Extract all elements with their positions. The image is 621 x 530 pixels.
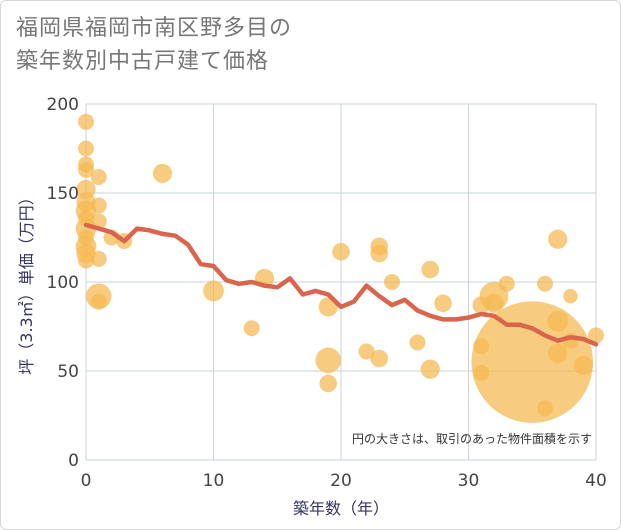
y-tick-label: 100 bbox=[47, 273, 79, 293]
data-bubble bbox=[563, 289, 578, 304]
data-bubble bbox=[548, 343, 568, 363]
data-bubble bbox=[243, 320, 260, 337]
bubble-size-note: 円の大きさは、取引のあった物件面積を示す bbox=[352, 431, 592, 446]
tick-labels: 0 50 100 150 200 0 10 20 30 40 bbox=[47, 95, 607, 491]
data-bubble bbox=[78, 140, 94, 157]
data-bubble bbox=[434, 294, 452, 313]
bubbles-layer bbox=[75, 113, 604, 423]
y-tick-label: 150 bbox=[47, 184, 79, 204]
data-bubble bbox=[384, 274, 400, 290]
y-tick-label: 50 bbox=[57, 362, 79, 382]
data-bubble bbox=[90, 197, 107, 214]
data-bubble bbox=[471, 301, 594, 423]
data-bubble bbox=[547, 310, 569, 332]
data-bubble bbox=[409, 334, 426, 351]
x-tick-label: 40 bbox=[585, 471, 607, 491]
data-bubble bbox=[90, 293, 107, 310]
data-bubble bbox=[588, 327, 604, 344]
data-bubble bbox=[319, 374, 338, 393]
data-bubble bbox=[370, 244, 389, 263]
data-bubble bbox=[90, 168, 107, 185]
data-bubble bbox=[573, 356, 593, 376]
data-bubble bbox=[548, 229, 568, 249]
x-tick-label: 0 bbox=[81, 471, 92, 491]
data-bubble bbox=[332, 242, 350, 261]
chart-title-line1: 福岡県福岡市南区野多目の bbox=[16, 16, 293, 41]
y-tick-label: 200 bbox=[47, 95, 79, 115]
data-bubble bbox=[78, 161, 94, 178]
data-bubble bbox=[358, 343, 375, 360]
x-tick-label: 10 bbox=[203, 471, 225, 491]
grid-lines bbox=[85, 103, 597, 461]
data-bubble bbox=[420, 359, 440, 379]
x-axis-title: 築年数（年） bbox=[293, 499, 389, 518]
data-bubble bbox=[90, 250, 107, 267]
chart-title: 福岡県福岡市南区野多目の 築年数別中古戸建て価格 bbox=[16, 12, 292, 78]
data-bubble bbox=[370, 349, 389, 368]
data-bubble bbox=[203, 280, 224, 302]
y-axis-title: 坪（3.3㎡）単価（万円） bbox=[17, 189, 36, 374]
trend-line bbox=[83, 222, 599, 347]
data-bubble bbox=[315, 347, 342, 374]
data-bubble bbox=[537, 400, 553, 417]
data-bubble bbox=[152, 163, 173, 184]
x-tick-label: 20 bbox=[330, 471, 352, 491]
x-tick-label: 30 bbox=[458, 471, 480, 491]
data-bubble bbox=[498, 275, 515, 292]
y-tick-label: 0 bbox=[68, 451, 79, 471]
data-bubble bbox=[537, 275, 553, 292]
data-bubble bbox=[78, 113, 94, 130]
data-bubble bbox=[421, 260, 440, 279]
data-bubble bbox=[78, 252, 94, 269]
chart-title-line2: 築年数別中古戸建て価格 bbox=[16, 49, 270, 74]
